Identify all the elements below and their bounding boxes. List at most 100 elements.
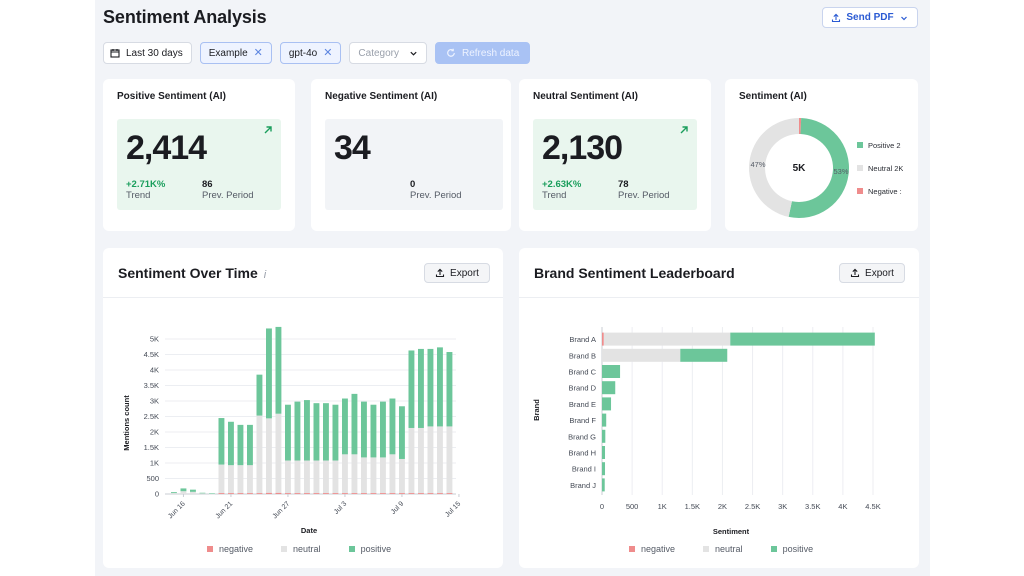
send-pdf-button[interactable]: Send PDF [822,7,918,28]
bar-positive[interactable] [256,374,263,416]
bar-neutral[interactable] [399,458,405,494]
bar-positive[interactable] [446,352,453,427]
bar-negative[interactable] [256,493,263,494]
legend-item-negative[interactable]: negative [207,544,253,554]
bar-positive[interactable] [680,348,728,362]
refresh-data-button[interactable]: Refresh data [435,42,531,64]
bar-positive[interactable] [730,332,875,346]
bar-neutral[interactable] [437,426,443,494]
bar-negative[interactable] [275,492,282,494]
bar-positive[interactable] [304,400,310,461]
bar-negative[interactable] [228,493,234,494]
bar-positive[interactable] [190,489,196,492]
bar-negative[interactable] [285,493,291,494]
date-range-picker[interactable]: Last 30 days [103,42,192,64]
bar-neutral[interactable] [180,491,187,494]
bar-negative[interactable] [313,493,320,494]
bar-positive[interactable] [602,462,606,476]
bar-neutral[interactable] [266,418,272,493]
bar-negative[interactable] [342,493,348,494]
bar-positive[interactable] [199,492,206,494]
bar-neutral[interactable] [228,465,234,494]
bar-negative[interactable] [304,493,310,494]
bar-neutral[interactable] [446,426,453,494]
bar-neutral[interactable] [209,493,215,495]
bar-negative[interactable] [446,493,453,494]
donut-slice-neutral[interactable] [749,118,799,217]
bar-neutral[interactable] [313,460,320,494]
bar-positive[interactable] [228,421,234,466]
bar-neutral[interactable] [304,460,310,494]
bar-neutral[interactable] [199,493,206,494]
bar-positive[interactable] [380,401,386,458]
bar-neutral[interactable] [190,491,196,494]
bar-neutral[interactable] [427,426,434,494]
legend-item-negative[interactable]: negative [629,544,675,554]
bar-neutral[interactable] [342,454,348,494]
bar-positive[interactable] [602,397,612,411]
bar-neutral[interactable] [370,457,377,494]
bar-positive[interactable] [437,347,443,427]
bar-negative[interactable] [370,493,377,494]
bar-negative[interactable] [427,493,434,494]
bar-neutral[interactable] [361,457,367,494]
bar-negative[interactable] [399,493,405,494]
legend-item-positive[interactable]: positive [348,544,391,554]
bar-neutral[interactable] [603,332,731,346]
bar-neutral[interactable] [332,460,339,494]
legend-item-neutral[interactable]: neutral [703,544,743,554]
bar-positive[interactable] [275,326,282,414]
bar-positive[interactable] [408,350,415,428]
bar-positive[interactable] [209,493,215,494]
bar-negative[interactable] [351,493,358,494]
bar-negative[interactable] [237,493,244,494]
export-button[interactable]: Export [424,263,490,283]
bar-neutral[interactable] [602,348,681,362]
filter-tag-example[interactable]: Example ✕ [199,42,272,64]
bar-positive[interactable] [602,413,607,427]
bar-neutral[interactable] [218,464,225,494]
bar-neutral[interactable] [380,457,386,494]
bar-positive[interactable] [602,381,616,395]
bar-negative[interactable] [323,493,329,494]
bar-positive[interactable] [332,404,339,461]
bar-positive[interactable] [427,348,434,427]
bar-negative[interactable] [294,493,301,494]
bar-negative[interactable] [247,493,253,494]
legend-item-positive[interactable]: Positive 2 [857,139,903,151]
close-icon[interactable]: ✕ [323,46,333,59]
bar-neutral[interactable] [418,427,424,494]
bar-positive[interactable] [351,393,358,455]
bar-negative[interactable] [408,493,415,494]
bar-negative[interactable] [332,493,339,494]
bar-negative[interactable] [602,332,604,346]
legend-item-neutral[interactable]: Neutral 2K [857,162,903,174]
legend-item-neutral[interactable]: neutral [281,544,321,554]
export-button[interactable]: Export [839,263,905,283]
bar-negative[interactable] [437,493,443,494]
bar-positive[interactable] [313,403,320,461]
bar-neutral[interactable] [294,460,301,494]
info-icon[interactable]: i [263,269,267,281]
bar-neutral[interactable] [285,460,291,494]
filter-tag-model[interactable]: gpt-4o ✕ [279,42,342,64]
bar-neutral[interactable] [408,427,415,494]
bar-positive[interactable] [370,404,377,458]
bar-negative[interactable] [218,493,225,494]
close-icon[interactable]: ✕ [253,46,263,59]
bar-neutral[interactable] [237,465,244,494]
bar-neutral[interactable] [389,454,396,494]
bar-positive[interactable] [602,365,621,378]
bar-positive[interactable] [218,418,225,465]
bar-positive[interactable] [285,404,291,461]
bar-positive[interactable] [180,488,187,492]
bar-positive[interactable] [247,424,253,466]
bar-neutral[interactable] [171,493,177,494]
bar-positive[interactable] [602,446,606,459]
bar-positive[interactable] [389,398,396,455]
legend-item-positive[interactable]: positive [770,544,813,554]
category-select[interactable]: Category [349,42,427,64]
bar-positive[interactable] [266,328,272,419]
bar-positive[interactable] [294,401,301,461]
bar-neutral[interactable] [256,415,263,494]
